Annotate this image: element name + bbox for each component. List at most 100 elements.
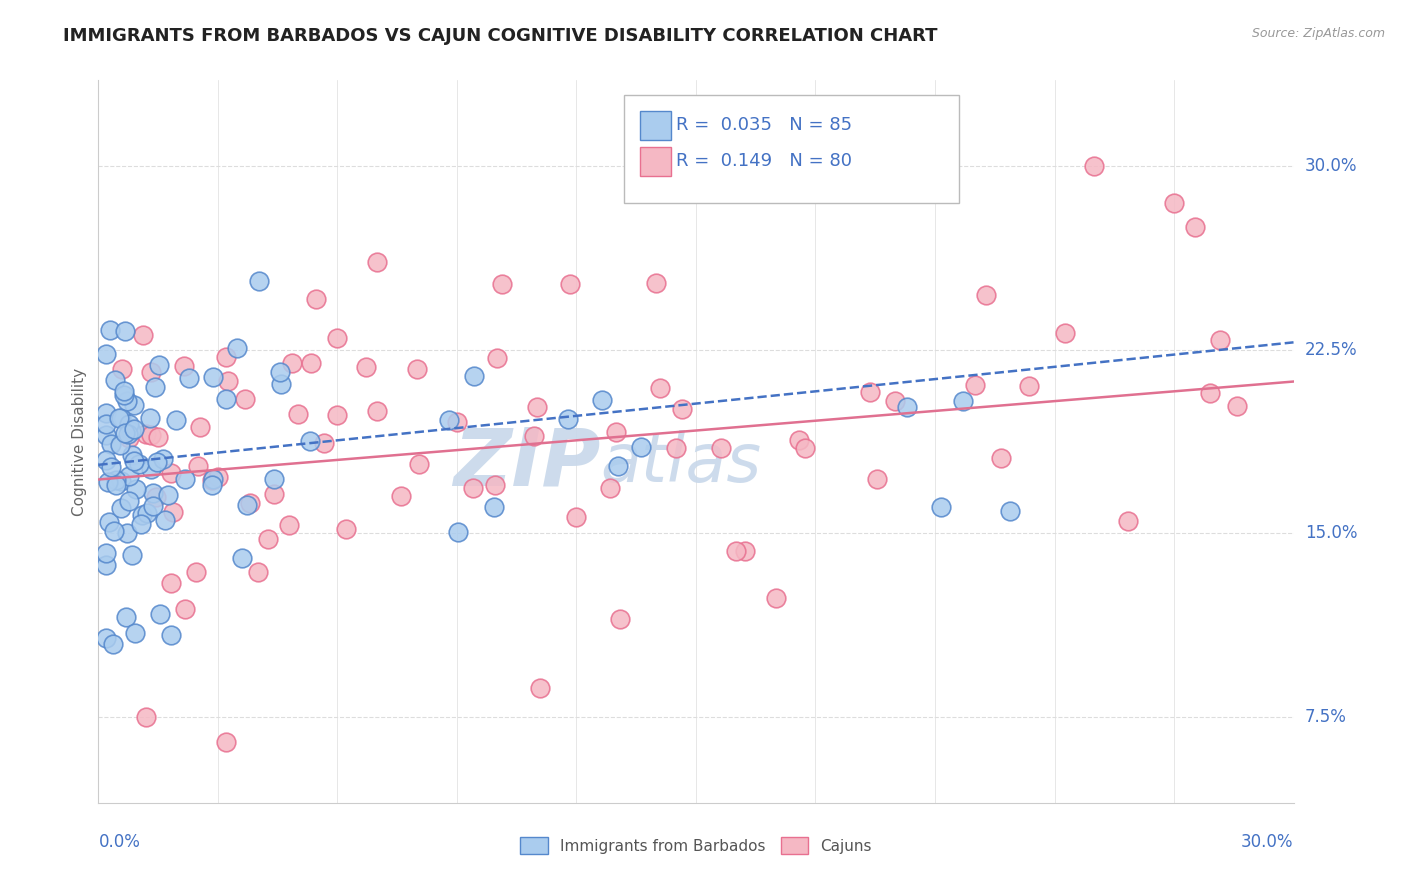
Point bbox=[152, 451, 174, 466]
Point bbox=[114, 425, 136, 440]
Point bbox=[122, 422, 145, 436]
Point bbox=[110, 411, 132, 425]
Point bbox=[765, 591, 787, 605]
Point bbox=[141, 365, 163, 379]
Point bbox=[238, 496, 260, 510]
Point bbox=[591, 392, 613, 407]
Point bbox=[96, 428, 118, 442]
Point bbox=[929, 500, 952, 514]
Point bbox=[217, 374, 239, 388]
Point bbox=[118, 431, 141, 445]
Point bbox=[139, 428, 162, 442]
Point bbox=[201, 473, 224, 487]
Point bbox=[122, 398, 145, 412]
Point bbox=[187, 459, 209, 474]
FancyBboxPatch shape bbox=[624, 95, 959, 203]
Point bbox=[298, 434, 321, 449]
Point bbox=[184, 565, 207, 579]
Point bbox=[787, 433, 810, 447]
Point bbox=[131, 508, 153, 523]
Point bbox=[128, 457, 150, 471]
Point bbox=[299, 356, 322, 370]
Text: 0.0%: 0.0% bbox=[98, 833, 141, 851]
Point bbox=[648, 381, 671, 395]
Point bbox=[526, 400, 548, 414]
Point bbox=[226, 341, 249, 355]
Point bbox=[115, 609, 138, 624]
Point bbox=[605, 425, 627, 439]
Point bbox=[96, 631, 118, 645]
Point bbox=[1083, 159, 1105, 173]
Point bbox=[491, 277, 513, 292]
Point bbox=[326, 331, 349, 345]
Point bbox=[446, 415, 468, 429]
Point bbox=[1018, 379, 1040, 393]
Point bbox=[606, 459, 628, 474]
Point bbox=[560, 277, 582, 291]
Point bbox=[105, 478, 128, 492]
Point bbox=[142, 500, 165, 514]
Text: ZIP: ZIP bbox=[453, 425, 600, 502]
Text: 22.5%: 22.5% bbox=[1305, 341, 1357, 359]
Point bbox=[142, 486, 165, 500]
Point bbox=[1209, 333, 1232, 347]
Point bbox=[96, 558, 118, 572]
Point bbox=[529, 681, 551, 695]
Point bbox=[162, 505, 184, 519]
Point bbox=[952, 394, 974, 409]
Text: R =  0.149   N = 80: R = 0.149 N = 80 bbox=[676, 153, 852, 170]
Point bbox=[335, 521, 357, 535]
Point bbox=[523, 428, 546, 442]
Text: 7.5%: 7.5% bbox=[1305, 708, 1347, 726]
Legend: Immigrants from Barbados, Cajuns: Immigrants from Barbados, Cajuns bbox=[515, 831, 877, 860]
Point bbox=[439, 413, 461, 427]
Point bbox=[408, 457, 430, 471]
Point bbox=[115, 525, 138, 540]
Point bbox=[990, 450, 1012, 465]
Text: IMMIGRANTS FROM BARBADOS VS CAJUN COGNITIVE DISABILITY CORRELATION CHART: IMMIGRANTS FROM BARBADOS VS CAJUN COGNIT… bbox=[63, 27, 938, 45]
Point bbox=[998, 504, 1021, 518]
Point bbox=[125, 482, 148, 496]
Point bbox=[485, 351, 508, 365]
Point bbox=[96, 453, 118, 467]
Point bbox=[135, 427, 157, 442]
Text: atlas: atlas bbox=[600, 430, 762, 496]
Point bbox=[270, 376, 292, 391]
Y-axis label: Cognitive Disability: Cognitive Disability bbox=[72, 368, 87, 516]
Point bbox=[389, 489, 412, 503]
Point bbox=[214, 350, 236, 364]
Point bbox=[117, 469, 139, 483]
Point bbox=[188, 420, 211, 434]
Point bbox=[98, 323, 121, 337]
Point bbox=[724, 543, 747, 558]
Point bbox=[148, 358, 170, 372]
Point bbox=[287, 407, 309, 421]
Point bbox=[277, 518, 299, 533]
Point bbox=[565, 510, 588, 524]
Point bbox=[165, 413, 187, 427]
Text: 30.0%: 30.0% bbox=[1241, 833, 1294, 851]
Point bbox=[1199, 385, 1222, 400]
Text: Source: ZipAtlas.com: Source: ZipAtlas.com bbox=[1251, 27, 1385, 40]
Point bbox=[96, 417, 118, 432]
Point bbox=[305, 292, 328, 306]
Point bbox=[108, 411, 131, 425]
Point bbox=[247, 275, 270, 289]
Point bbox=[110, 475, 132, 489]
Text: R =  0.035   N = 85: R = 0.035 N = 85 bbox=[676, 116, 852, 134]
Point bbox=[118, 417, 141, 432]
Point bbox=[153, 513, 176, 527]
Point bbox=[557, 412, 579, 426]
Point bbox=[132, 328, 155, 343]
Point bbox=[263, 472, 285, 486]
Point bbox=[974, 288, 997, 302]
Point bbox=[145, 490, 167, 504]
Point bbox=[159, 466, 181, 480]
Point bbox=[112, 388, 135, 402]
Point bbox=[884, 394, 907, 409]
Point bbox=[461, 482, 484, 496]
Point bbox=[406, 362, 429, 376]
Point bbox=[117, 394, 139, 409]
Point bbox=[122, 453, 145, 467]
Point bbox=[148, 430, 170, 444]
